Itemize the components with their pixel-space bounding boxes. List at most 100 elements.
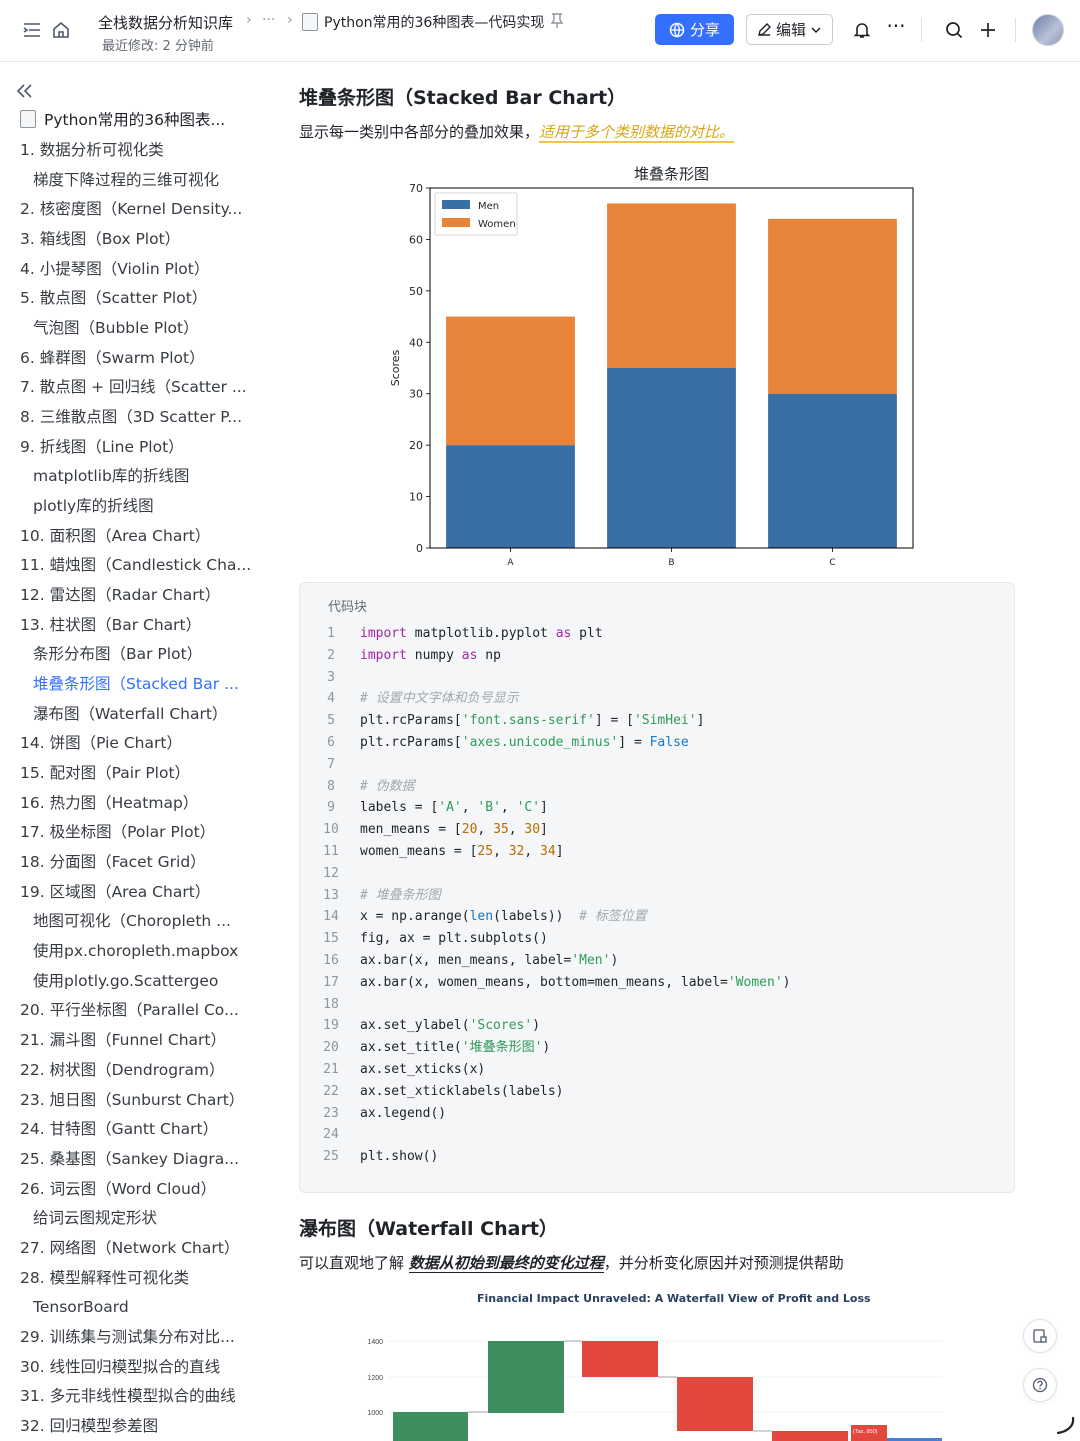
line-number: 16 bbox=[323, 952, 339, 968]
knowledge-base-title[interactable]: 全栈数据分析知识库 bbox=[98, 14, 234, 32]
waterfall-ytick-1200: 1200 bbox=[367, 1375, 383, 1382]
sidebar-item[interactable]: 条形分布图（Bar Plot） bbox=[33, 645, 203, 664]
code-text: x = np.arange(len(labels)) # 标签位置 bbox=[360, 909, 647, 925]
plus-icon[interactable] bbox=[976, 18, 1000, 42]
sidebar-item[interactable]: 瀑布图（Waterfall Chart） bbox=[33, 704, 228, 723]
sidebar-item[interactable]: 32. 回归模型参差图 bbox=[20, 1416, 159, 1435]
bar-men-C bbox=[768, 393, 897, 548]
sidebar-item[interactable]: 24. 甘特图（Gantt Chart） bbox=[20, 1120, 219, 1139]
sidebar-item[interactable]: 堆叠条形图（Stacked Bar ... bbox=[33, 675, 239, 694]
code-text bbox=[358, 754, 360, 776]
help-icon[interactable] bbox=[1023, 1368, 1057, 1402]
code-text: import matplotlib.pyplot as plt bbox=[360, 626, 603, 641]
breadcrumb-doc[interactable]: Python常用的36种图表—代码实现 bbox=[302, 12, 544, 32]
sidebar-item[interactable]: 3. 箱线图（Box Plot） bbox=[20, 230, 181, 249]
sidebar-item[interactable]: 31. 多元非线性模型拟合的曲线 bbox=[20, 1387, 236, 1406]
globe-icon bbox=[669, 22, 685, 37]
code-text: women_means = [25, 32, 34] bbox=[360, 843, 564, 859]
toc-root-item[interactable]: Python常用的36种图表... bbox=[20, 108, 225, 130]
line-number: 3 bbox=[327, 669, 335, 685]
sidebar-item[interactable]: 11. 蜡烛图（Candlestick Cha... bbox=[20, 556, 252, 575]
sidebar-item[interactable]: 1. 数据分析可视化类 bbox=[20, 141, 164, 159]
sidebar-item[interactable]: 12. 雷达图（Radar Chart） bbox=[20, 586, 221, 605]
code-text: # 设置中文字体和负号显示 bbox=[360, 691, 519, 707]
sidebar-item[interactable]: 气泡图（Bubble Plot） bbox=[33, 319, 199, 338]
sidebar-item[interactable]: 14. 饼图（Pie Chart） bbox=[20, 734, 182, 753]
sidebar-item[interactable]: 使用px.choropleth.mapbox bbox=[33, 942, 239, 961]
bar-men-B bbox=[607, 368, 736, 548]
sidebar-item[interactable]: 5. 散点图（Scatter Plot） bbox=[20, 289, 208, 308]
sidebar-item[interactable]: 21. 漏斗图（Funnel Chart） bbox=[20, 1031, 226, 1050]
sidebar-item[interactable]: 25. 桑基图（Sankey Diagra... bbox=[20, 1149, 240, 1168]
code-block[interactable]: 代码块 1 import matplotlib.pyplot as plt 2 imp… bbox=[299, 582, 1015, 1193]
code-text bbox=[358, 994, 360, 1016]
code-line: 19 ax.set_ylabel('Scores') bbox=[300, 1015, 1016, 1037]
sidebar-item[interactable]: 13. 柱状图（Bar Chart） bbox=[20, 615, 202, 634]
sidebar-item[interactable]: 9. 折线图（Line Plot） bbox=[20, 437, 184, 456]
code-line: 14 x = np.arange(len(labels)) # 标签位置 bbox=[300, 906, 1016, 928]
sidebar-item[interactable]: matplotlib库的折线图 bbox=[33, 467, 190, 486]
more-icon[interactable]: ··· bbox=[886, 14, 906, 38]
chevron-down-icon bbox=[811, 26, 821, 33]
code-line: 16 ax.bar(x, men_means, label='Men') bbox=[300, 950, 1016, 972]
comment-icon[interactable] bbox=[1023, 1319, 1057, 1353]
sidebar-item[interactable]: 27. 网络图（Network Chart） bbox=[20, 1238, 240, 1257]
sidebar-item[interactable]: 给词云图规定形状 bbox=[33, 1209, 158, 1228]
waterfall-bar bbox=[582, 1341, 658, 1377]
code-line: 8 # 伪数据 bbox=[300, 776, 1016, 798]
sidebar-item[interactable]: 29. 训练集与测试集分布对比... bbox=[20, 1327, 235, 1346]
collapse-sidebar-icon[interactable] bbox=[16, 80, 34, 104]
sidebar-item[interactable]: 10. 面积图（Area Chart） bbox=[20, 526, 211, 545]
bar-women-A bbox=[446, 316, 575, 446]
sidebar-item[interactable]: 26. 词云图（Word Cloud） bbox=[20, 1179, 217, 1198]
sidebar-item[interactable]: 4. 小提琴图（Violin Plot） bbox=[20, 259, 210, 278]
sidebar-item[interactable]: 23. 旭日图（Sunburst Chart） bbox=[20, 1090, 245, 1109]
code-line: 17 ax.bar(x, women_means, bottom=men_mean… bbox=[300, 972, 1016, 994]
outline-toggle-icon[interactable] bbox=[20, 18, 44, 42]
waterfall-chart-title: Financial Impact Unraveled: A Waterfall … bbox=[477, 1292, 871, 1305]
code-line: 1 import matplotlib.pyplot as plt bbox=[300, 623, 1016, 645]
sidebar-item[interactable]: 17. 极坐标图（Polar Plot） bbox=[20, 823, 216, 842]
sidebar-item[interactable]: 20. 平行坐标图（Parallel Co... bbox=[20, 1001, 239, 1020]
chevron-right-icon: › bbox=[246, 12, 252, 28]
breadcrumb-ellipsis[interactable]: ··· bbox=[262, 12, 276, 28]
description-highlight: 适用于多个类别数据的对比。 bbox=[539, 123, 735, 143]
sidebar-item[interactable]: 使用plotly.go.Scattergeo bbox=[33, 971, 219, 990]
pin-icon[interactable] bbox=[550, 13, 564, 33]
legend-swatch-women bbox=[442, 218, 470, 227]
search-icon[interactable] bbox=[942, 18, 966, 42]
sidebar-item[interactable]: plotly库的折线图 bbox=[33, 497, 154, 516]
line-number: 23 bbox=[323, 1105, 339, 1121]
sidebar-item[interactable]: 19. 区域图（Area Chart） bbox=[20, 882, 211, 901]
sidebar-item[interactable]: 22. 树状图（Dendrogram） bbox=[20, 1060, 225, 1079]
line-number: 22 bbox=[323, 1083, 339, 1099]
code-text: import numpy as np bbox=[360, 647, 501, 663]
waterfall-annotation: (Tax, 850) bbox=[853, 1429, 878, 1435]
sidebar-item[interactable]: 30. 线性回归模型拟合的直线 bbox=[20, 1357, 221, 1376]
sidebar-item[interactable]: 18. 分面图（Facet Grid） bbox=[20, 853, 206, 872]
sidebar-item[interactable]: 6. 蜂群图（Swarm Plot） bbox=[20, 348, 205, 367]
line-number: 9 bbox=[327, 800, 335, 816]
sidebar-item[interactable]: 15. 配对图（Pair Plot） bbox=[20, 764, 191, 783]
waterfall-bar bbox=[393, 1412, 468, 1441]
share-button[interactable]: 分享 bbox=[655, 14, 734, 45]
edit-button[interactable]: 编辑 bbox=[746, 14, 833, 45]
description-text: 显示每一类别中各部分的叠加效果， bbox=[299, 123, 540, 141]
stacked-bar-chart: 堆叠条形图 A B C 0 10 20 30 40 50 60 70 Scores Men Women bbox=[389, 165, 914, 568]
sidebar-item[interactable]: 7. 散点图 + 回归线（Scatter ... bbox=[20, 378, 247, 397]
waterfall-bar bbox=[488, 1341, 564, 1413]
sidebar-item[interactable]: 2. 核密度图（Kernel Density... bbox=[20, 200, 243, 219]
legend-label-men: Men bbox=[478, 201, 499, 212]
home-icon[interactable] bbox=[49, 18, 73, 42]
code-line: 15 fig, ax = plt.subplots() bbox=[300, 928, 1016, 950]
sidebar-item[interactable]: 地图可视化（Choropleth ... bbox=[33, 912, 231, 931]
sidebar-item[interactable]: TensorBoard bbox=[33, 1298, 129, 1317]
avatar[interactable] bbox=[1032, 14, 1064, 46]
bell-icon[interactable] bbox=[850, 18, 874, 42]
sidebar-item[interactable]: 16. 热力图（Heatmap） bbox=[20, 793, 199, 812]
code-text bbox=[358, 667, 360, 689]
code-line: 7 bbox=[300, 754, 1016, 776]
sidebar-item[interactable]: 8. 三维散点图（3D Scatter P... bbox=[20, 408, 243, 427]
sidebar-item[interactable]: 梯度下降过程的三维可视化 bbox=[33, 170, 220, 189]
sidebar-item[interactable]: 28. 模型解释性可视化类 bbox=[20, 1268, 190, 1287]
